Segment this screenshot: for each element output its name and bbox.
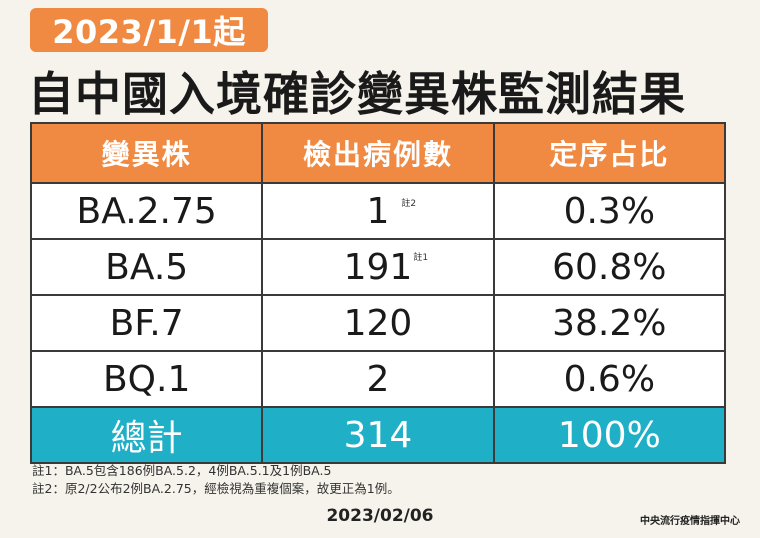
page-title: 自中國入境確診變異株監測結果 (28, 67, 686, 121)
footnote-2: 註2：原2/2公布2例BA.2.75，經檢視為重複個案，故更正為1例。 (32, 481, 400, 496)
cases-cell: 1 註2 (261, 184, 492, 238)
column-header-variant: 變異株 (101, 138, 192, 171)
date-badge: 2023/1/1起 (30, 8, 268, 52)
share-cell: 0.3% (492, 184, 724, 238)
table-row: BF.7 120 38.2% (32, 294, 724, 350)
footnotes: 註1：BA.5包含186例BA.5.2，4例BA.5.1及1例BA.5 註2：原… (32, 462, 400, 498)
cases-value: 1 (366, 190, 390, 232)
footer-date: 2023/02/06 (326, 506, 434, 526)
table-header-row: 變異株 檢出病例數 定序占比 (32, 124, 724, 182)
cases-value: 191 (343, 246, 413, 288)
total-share: 100% (492, 408, 724, 462)
variant-cell: BQ.1 (102, 358, 191, 400)
table-row: BA.2.75 1 註2 0.3% (32, 182, 724, 238)
share-cell: 0.6% (492, 352, 724, 406)
footnote-1: 註1：BA.5包含186例BA.5.2，4例BA.5.1及1例BA.5 (32, 463, 332, 478)
footnote-marker: 註1 (413, 253, 429, 263)
variant-cell: BA.5 (105, 246, 189, 288)
share-cell: 60.8% (492, 240, 724, 294)
cases-cell: 120 (261, 296, 492, 350)
variant-cell: BF.7 (109, 302, 184, 344)
cases-cell: 2 (261, 352, 492, 406)
table-row: BQ.1 2 0.6% (32, 350, 724, 406)
cases-cell: 191 註1 (261, 240, 492, 294)
column-header-cases: 檢出病例數 (261, 124, 492, 182)
total-label: 總計 (110, 418, 183, 459)
total-cases: 314 (261, 408, 492, 462)
variant-table: 變異株 檢出病例數 定序占比 BA.2.75 1 註2 0.3% BA.5 19… (30, 122, 726, 464)
source-label: 中央流行疫情指揮中心 (640, 516, 740, 527)
column-header-share: 定序占比 (492, 124, 724, 182)
table-row: BA.5 191 註1 60.8% (32, 238, 724, 294)
share-cell: 38.2% (492, 296, 724, 350)
footnote-marker: 註2 (401, 199, 417, 209)
variant-cell: BA.2.75 (76, 190, 217, 232)
table-total-row: 總計 314 100% (32, 406, 724, 462)
